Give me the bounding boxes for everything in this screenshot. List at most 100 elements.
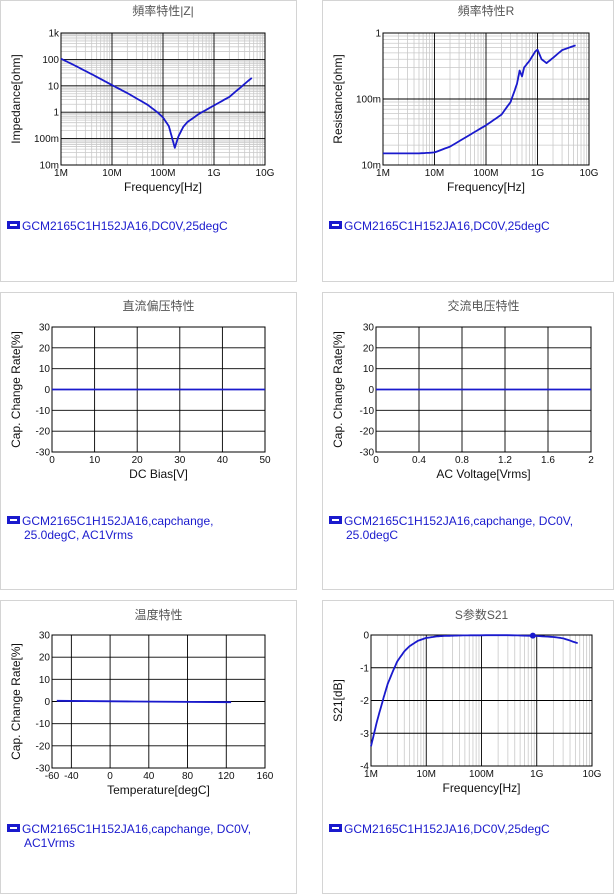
chart-panel-dcbias: 直流偏压特性 0 10 20 30 40 50 -30 -20 -10 0 10 20 30 DC Bias… — [0, 292, 297, 590]
y-tick-label: 20 — [39, 653, 51, 664]
y-tick-label: 10 — [39, 364, 51, 375]
x-tick-label: 1.2 — [498, 455, 512, 466]
chart-title: 直流偏压特性 — [122, 298, 194, 313]
y-tick-label: -2 — [360, 696, 369, 707]
x-tick-label: 10M — [102, 168, 121, 179]
legend-entry: GCM2165C1H152JA16,DC0V,25degC — [329, 219, 550, 233]
legend-swatch-icon[interactable] — [7, 516, 20, 524]
chart-panel-acvoltage: 交流电压特性 0 0.4 0.8 1.2 1.6 2 -30 -20 -10 0 10 20 30 AC V… — [322, 292, 614, 590]
legend-swatch-icon[interactable] — [329, 824, 342, 832]
x-tick-label: -60 — [45, 771, 60, 782]
y-tick-label: 1 — [53, 108, 59, 119]
x-tick-label: 30 — [174, 455, 186, 466]
x-axis-label: Frequency[Hz] — [447, 180, 525, 194]
x-tick-label: 1M — [364, 769, 378, 780]
y-tick-label: -10 — [36, 406, 51, 417]
chart-svg-s21: S参数S21 1M 10M 100M 1G 10G -4 -3 -2 -1 0 Frequency[H… — [331, 607, 602, 795]
legend-text: 25.0degC, AC1Vrms — [24, 528, 133, 542]
legend-entry: AC1Vrms — [7, 836, 251, 850]
y-tick-label: 30 — [39, 631, 51, 642]
y-tick-label: 100 — [42, 55, 59, 66]
x-tick-label: 1G — [531, 168, 545, 179]
x-tick-label: 100M — [473, 168, 498, 179]
chart-title: 頻率特性R — [458, 3, 515, 18]
y-axis-label: Cap. Change Rate[%] — [9, 331, 23, 448]
x-tick-label: 120 — [218, 771, 235, 782]
y-tick-label: 20 — [363, 343, 375, 354]
x-tick-label: 0 — [373, 455, 379, 466]
plot-frame — [51, 634, 266, 769]
y-tick-label: 1k — [48, 29, 60, 40]
x-axis-label: Temperature[degC] — [107, 783, 210, 797]
y-axis-label: Impedance[ohm] — [9, 54, 23, 143]
y-tick-label: -30 — [36, 764, 51, 775]
series-line-0 — [60, 57, 253, 149]
series-marker — [529, 632, 536, 639]
legend-text: GCM2165C1H152JA16,DC0V,25degC — [344, 822, 550, 836]
y-tick-label: 10m — [40, 161, 59, 172]
plot-frame — [382, 32, 590, 166]
chart-title: S参数S21 — [455, 607, 509, 622]
x-tick-label: 20 — [132, 455, 144, 466]
x-axis-label: Frequency[Hz] — [124, 180, 202, 194]
y-tick-label: 0 — [368, 385, 374, 396]
y-tick-label: -30 — [36, 448, 51, 459]
y-tick-label: 0 — [44, 385, 50, 396]
y-axis-label: Cap. Change Rate[%] — [331, 331, 345, 448]
legend-swatch-icon[interactable] — [329, 221, 342, 229]
y-tick-label: 10 — [39, 675, 51, 686]
x-tick-label: 10G — [583, 769, 602, 780]
x-tick-label: 10 — [89, 455, 101, 466]
legend-acvoltage[interactable]: GCM2165C1H152JA16,capchange, DC0V, 25.0de… — [329, 514, 573, 542]
y-axis-label: S21[dB] — [331, 679, 345, 722]
legend-s21[interactable]: GCM2165C1H152JA16,DC0V,25degC — [329, 822, 550, 836]
legend-impedance[interactable]: GCM2165C1H152JA16,DC0V,25degC — [7, 219, 228, 233]
x-tick-label: 0 — [49, 455, 55, 466]
chart-svg-acvoltage: 交流电压特性 0 0.4 0.8 1.2 1.6 2 -30 -20 -10 0 10 20 30 AC V… — [331, 298, 594, 481]
x-tick-label: 1G — [207, 168, 221, 179]
y-tick-label: 30 — [363, 323, 375, 334]
gridlines — [370, 634, 593, 767]
y-tick-label: 1 — [375, 29, 381, 40]
legend-temperature[interactable]: GCM2165C1H152JA16,capchange, DC0V, AC1Vrm… — [7, 822, 251, 850]
x-tick-label: 1G — [530, 769, 544, 780]
chart-title: 温度特性 — [134, 607, 182, 622]
legend-text: AC1Vrms — [24, 836, 75, 850]
x-tick-label: 10G — [256, 168, 275, 179]
legend-entry: 25.0degC — [329, 528, 573, 542]
x-axis-label: DC Bias[V] — [129, 467, 188, 481]
y-axis-label: Resistance[ohm] — [331, 54, 345, 143]
series-line-0 — [383, 44, 576, 155]
legend-entry: GCM2165C1H152JA16,capchange, DC0V, — [329, 514, 573, 528]
legend-text: GCM2165C1H152JA16,capchange, — [22, 514, 214, 528]
x-tick-label: 10G — [580, 168, 599, 179]
legend-entry: 25.0degC, AC1Vrms — [7, 528, 213, 542]
y-tick-label: 100m — [34, 134, 59, 145]
chart-title: 交流电压特性 — [447, 298, 519, 313]
y-tick-label: 10m — [362, 161, 381, 172]
x-tick-label: 100M — [150, 168, 175, 179]
legend-dcbias[interactable]: GCM2165C1H152JA16,capchange, 25.0degC, AC… — [7, 514, 213, 542]
y-tick-label: 100m — [356, 95, 381, 106]
legend-swatch-icon[interactable] — [7, 221, 20, 229]
y-tick-label: 10 — [363, 364, 375, 375]
legend-entry: GCM2165C1H152JA16,capchange, — [7, 514, 213, 528]
x-tick-label: -40 — [64, 771, 79, 782]
y-tick-label: -20 — [360, 427, 375, 438]
chart-svg-resistance: 頻率特性R 1M 10M 100M 1G 10G 10m 100m 1 Frequency[Hz]… — [331, 3, 599, 194]
y-tick-label: -10 — [36, 719, 51, 730]
legend-resistance[interactable]: GCM2165C1H152JA16,DC0V,25degC — [329, 219, 550, 233]
x-tick-label: 100M — [469, 769, 494, 780]
legend-swatch-icon[interactable] — [329, 516, 342, 524]
x-tick-label: 40 — [217, 455, 229, 466]
chart-title: 頻率特性|Z| — [132, 3, 194, 18]
legend-swatch-icon[interactable] — [7, 824, 20, 832]
y-tick-label: 0 — [44, 697, 50, 708]
x-tick-label: 160 — [257, 771, 274, 782]
chart-panel-temperature: 温度特性 -60 -40 0 40 80 120 160 -30 -20 -10 0 10 20 30 Tem… — [0, 600, 297, 894]
x-tick-label: 0.8 — [455, 455, 469, 466]
x-tick-label: 1M — [54, 168, 68, 179]
chart-panel-resistance: 頻率特性R 1M 10M 100M 1G 10G 10m 100m 1 Frequency[Hz]… — [322, 0, 614, 282]
legend-entry: GCM2165C1H152JA16,DC0V,25degC — [329, 822, 550, 836]
